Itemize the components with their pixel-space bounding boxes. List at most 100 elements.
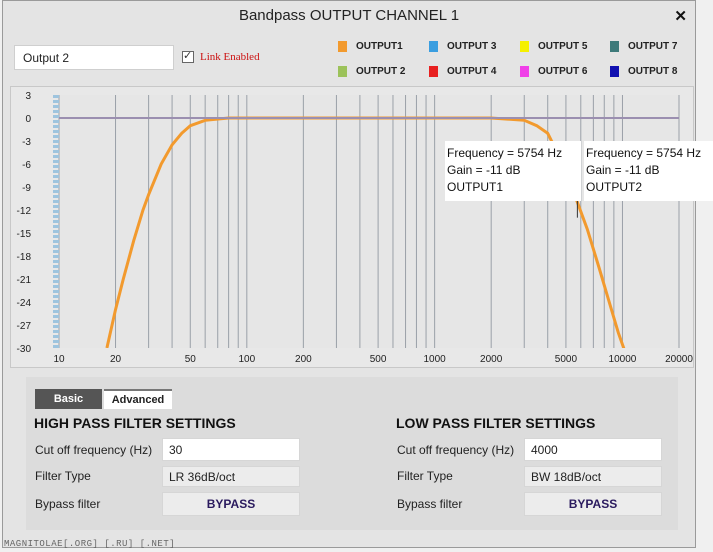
lpf-cutoff-input[interactable] bbox=[524, 438, 662, 461]
tooltip-output: OUTPUT2 bbox=[586, 180, 643, 194]
legend-item[interactable]: OUTPUT 6 bbox=[520, 66, 587, 77]
tooltip-gain: Gain = -11 dB bbox=[447, 163, 521, 177]
level-strip-segment bbox=[53, 305, 59, 308]
level-strip-segment bbox=[53, 215, 59, 218]
level-strip-segment bbox=[53, 175, 59, 178]
tooltip-output2: Frequency = 5754 Hz Gain = -11 dB OUTPUT… bbox=[584, 141, 713, 201]
level-strip-segment bbox=[53, 270, 59, 273]
hpf-cutoff-input[interactable] bbox=[162, 438, 300, 461]
level-strip-segment bbox=[53, 195, 59, 198]
level-strip-segment bbox=[53, 285, 59, 288]
x-tick-label: 100 bbox=[238, 354, 255, 365]
close-icon[interactable]: ✕ bbox=[674, 8, 687, 25]
x-tick-label: 10 bbox=[53, 354, 65, 365]
lpf-bypass-label: Bypass filter bbox=[397, 497, 463, 511]
level-strip-segment bbox=[53, 340, 59, 343]
level-strip-segment bbox=[53, 130, 59, 133]
legend-swatch bbox=[520, 41, 529, 52]
x-tick-label: 20000 bbox=[665, 354, 693, 365]
tooltip-output1: Frequency = 5754 Hz Gain = -11 dB OUTPUT… bbox=[445, 141, 581, 201]
level-strip-segment bbox=[53, 230, 59, 233]
lpf-filter-type-select[interactable]: BW 18dB/oct bbox=[524, 466, 662, 487]
y-tick-label: -27 bbox=[17, 321, 32, 332]
link-enabled-label: Link Enabled bbox=[200, 51, 260, 63]
legend-swatch bbox=[610, 41, 619, 52]
legend-item[interactable]: OUTPUT 8 bbox=[610, 66, 677, 77]
legend-item[interactable]: OUTPUT 3 bbox=[429, 41, 496, 52]
level-strip-segment bbox=[53, 295, 59, 298]
x-tick-label: 500 bbox=[370, 354, 387, 365]
x-tick-label: 50 bbox=[185, 354, 197, 365]
legend-item[interactable]: OUTPUT 2 bbox=[338, 66, 405, 77]
plot-area bbox=[59, 95, 679, 348]
frequency-response-plot[interactable]: 3 0 -3 -6 -9 -12 -15 -18 -21 -24 -27 -30 10 20 50 100 20… bbox=[10, 86, 713, 368]
level-strip-segment bbox=[53, 290, 59, 293]
level-strip-segment bbox=[53, 255, 59, 258]
level-strip-segment bbox=[53, 220, 59, 223]
y-tick-label: 0 bbox=[25, 114, 31, 125]
link-enabled-checkbox[interactable] bbox=[182, 49, 194, 63]
tooltip-gain: Gain = -11 dB bbox=[586, 163, 660, 177]
legend-label: OUTPUT 6 bbox=[538, 66, 588, 77]
level-strip-segment bbox=[53, 185, 59, 188]
lpf-section-title: LOW PASS FILTER SETTINGS bbox=[396, 415, 596, 431]
level-strip-segment bbox=[53, 110, 59, 113]
legend-label: OUTPUT 2 bbox=[356, 66, 406, 77]
legend-label: OUTPUT 3 bbox=[447, 41, 497, 52]
legend-label: OUTPUT 7 bbox=[628, 41, 678, 52]
level-strip-segment bbox=[53, 95, 59, 98]
level-strip-segment bbox=[53, 155, 59, 158]
tooltip-output: OUTPUT1 bbox=[447, 180, 504, 194]
legend-item[interactable]: OUTPUT 7 bbox=[610, 41, 677, 52]
tab-basic[interactable]: Basic bbox=[35, 389, 102, 409]
level-strip-segment bbox=[53, 335, 59, 338]
y-tick-label: -24 bbox=[17, 298, 32, 309]
hpf-bypass-button[interactable]: BYPASS bbox=[162, 492, 300, 516]
level-strip-segment bbox=[53, 320, 59, 323]
level-strip-segment bbox=[53, 165, 59, 168]
lpf-filter-type-label: Filter Type bbox=[397, 469, 453, 483]
x-tick-label: 10000 bbox=[609, 354, 637, 365]
level-strip-segment bbox=[53, 180, 59, 183]
level-strip-segment bbox=[53, 170, 59, 173]
window-title: Bandpass OUTPUT CHANNEL 1 bbox=[238, 7, 460, 24]
level-strip-segment bbox=[53, 150, 59, 153]
legend-swatch bbox=[520, 66, 529, 77]
legend-item[interactable]: OUTPUT 4 bbox=[429, 66, 496, 77]
legend-item[interactable]: OUTPUT1 bbox=[338, 41, 403, 52]
level-strip-segment bbox=[53, 100, 59, 103]
tab-advanced[interactable]: Advanced bbox=[104, 389, 172, 409]
legend-label: OUTPUT 5 bbox=[538, 41, 588, 52]
level-strip-segment bbox=[53, 120, 59, 123]
x-tick-label: 20 bbox=[110, 354, 122, 365]
y-tick-label: 3 bbox=[25, 91, 31, 102]
hpf-cutoff-label: Cut off frequency (Hz) bbox=[35, 443, 153, 457]
level-strip-segment bbox=[53, 225, 59, 228]
hpf-filter-type-select[interactable]: LR 36dB/oct bbox=[162, 466, 300, 487]
level-strip-segment bbox=[53, 200, 59, 203]
legend-swatch bbox=[338, 41, 347, 52]
lpf-bypass-button[interactable]: BYPASS bbox=[524, 492, 662, 516]
level-strip-segment bbox=[53, 190, 59, 193]
level-strip-segment bbox=[53, 345, 59, 348]
level-strip-segment bbox=[53, 325, 59, 328]
link-enabled-toggle[interactable]: Link Enabled bbox=[182, 49, 260, 63]
level-strip-segment bbox=[53, 265, 59, 268]
x-tick-label: 5000 bbox=[555, 354, 578, 365]
level-strip-segment bbox=[53, 275, 59, 278]
frequency-response-chart[interactable]: 3 0 -3 -6 -9 -12 -15 -18 -21 -24 -27 -30 10 20 50 100 20… bbox=[11, 87, 693, 367]
y-tick-label: -21 bbox=[17, 275, 32, 286]
y-tick-label: -18 bbox=[17, 252, 32, 263]
level-strip-segment bbox=[53, 245, 59, 248]
hpf-filter-type-label: Filter Type bbox=[35, 469, 91, 483]
x-tick-label: 200 bbox=[295, 354, 312, 365]
lpf-cutoff-label: Cut off frequency (Hz) bbox=[397, 443, 515, 457]
legend-swatch bbox=[338, 66, 347, 77]
level-strip-segment bbox=[53, 310, 59, 313]
level-strip-segment bbox=[53, 260, 59, 263]
hpf-section-title: HIGH PASS FILTER SETTINGS bbox=[34, 415, 236, 431]
output-name-input[interactable] bbox=[14, 45, 174, 70]
level-strip-segment bbox=[53, 250, 59, 253]
level-strip-segment bbox=[53, 210, 59, 213]
legend-item[interactable]: OUTPUT 5 bbox=[520, 41, 587, 52]
